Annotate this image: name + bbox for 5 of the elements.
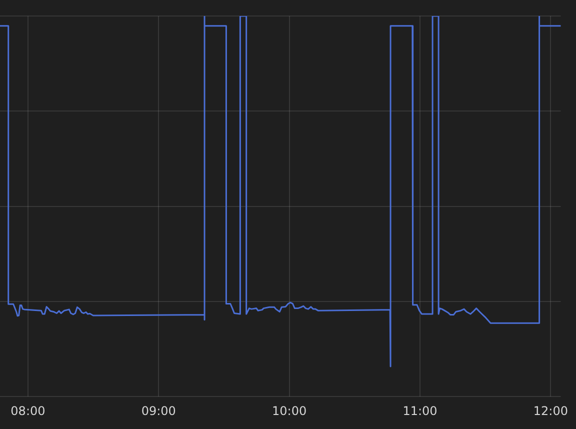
x-tick-label: 12:00 bbox=[533, 404, 568, 418]
x-tick-label: 10:00 bbox=[272, 404, 307, 418]
x-tick-label: 09:00 bbox=[141, 404, 176, 418]
x-tick-label: 08:00 bbox=[10, 404, 46, 418]
x-tick-label: 11:00 bbox=[402, 404, 438, 418]
